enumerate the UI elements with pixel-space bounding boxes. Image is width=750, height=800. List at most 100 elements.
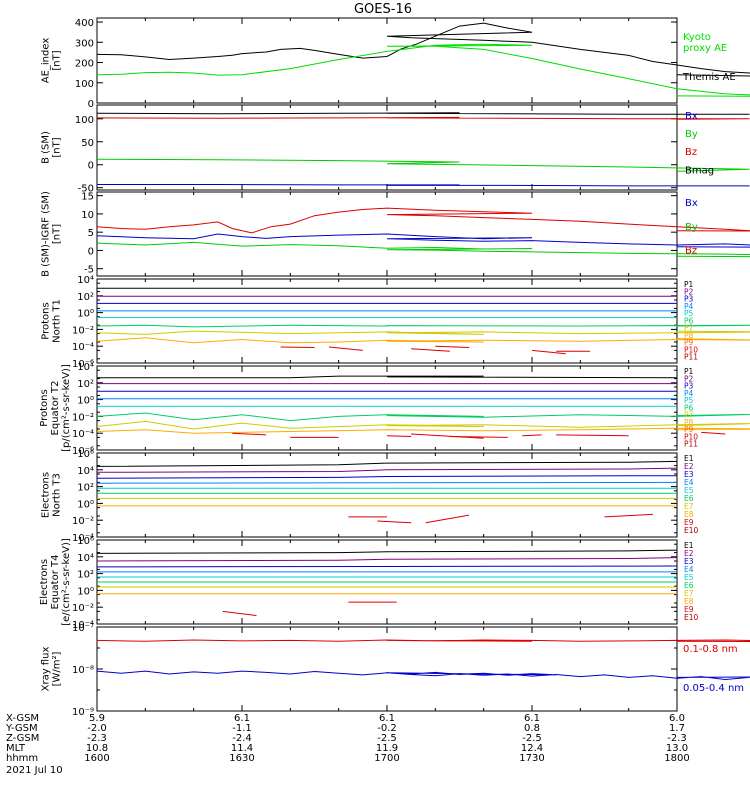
- y-tick-label: 10⁻²: [72, 412, 94, 423]
- y-tick-label: 10⁰: [77, 396, 94, 407]
- y-tick-label: 10⁻⁴: [72, 533, 94, 544]
- y-tick-label: 10⁻⁴: [72, 620, 94, 631]
- legend-label: E2: [684, 462, 694, 471]
- y-tick-label: 0: [88, 161, 94, 172]
- series-bx-line: [96, 233, 750, 248]
- series-p7-line: [96, 330, 750, 335]
- series-e4-line: [96, 481, 678, 484]
- y-tick-label: 10⁰: [77, 499, 94, 510]
- series-p9-segment: [411, 433, 484, 439]
- panel-frame: [96, 365, 678, 451]
- y-tick-label: 10⁻²: [72, 603, 94, 614]
- y-axis-label: Equator T4: [50, 555, 61, 610]
- legend-label: Kyoto: [683, 32, 711, 43]
- legend-label: E1: [684, 454, 694, 463]
- series-e1-line: [96, 460, 678, 467]
- series-bz-line: [96, 116, 750, 120]
- y-axis-label: Equator T2: [50, 381, 61, 436]
- y-tick-label: 10⁴: [77, 362, 94, 373]
- y-tick-label: 10⁻⁸: [72, 665, 94, 676]
- legend-label: Bz: [685, 147, 697, 158]
- y-axis-label: Protons: [39, 389, 50, 426]
- series-p9-segment: [531, 349, 566, 355]
- y-tick-label: 400: [75, 18, 94, 29]
- x-tick-label: 6.0: [669, 713, 685, 724]
- legend-label: E6: [684, 581, 694, 590]
- y-axis-label: [nT]: [52, 224, 63, 244]
- legend-label: By: [685, 129, 698, 140]
- legend-label: P6: [684, 403, 694, 412]
- series-0-05-0-4-nm-line: [96, 670, 750, 681]
- x-row-label: Y-GSM: [5, 723, 38, 734]
- y-tick-label: 10⁶: [77, 536, 94, 547]
- x-row-label: hhmm: [6, 753, 38, 764]
- x-tick-label: 5.9: [89, 713, 105, 724]
- series-bz-line: [96, 207, 750, 234]
- y-axis-label: B (SM): [41, 131, 52, 164]
- legend-label: E2: [684, 549, 694, 558]
- legend-label: E5: [684, 486, 694, 495]
- y-tick-label: 0: [88, 246, 94, 257]
- legend-label: Bz: [685, 246, 697, 257]
- panel-elec4: 10⁻⁴ 10⁻² 10⁰ 10² 10⁴ 10⁶ Electrons Equator T4[…: [39, 536, 699, 631]
- panel-xray: 10⁻⁹ 10⁻⁸ 10⁻⁷ Xray flux [W/m²] 0.1-0.8 nm 0.0…: [41, 623, 750, 718]
- legend-label: E6: [684, 494, 694, 503]
- series-e2-line: [96, 467, 678, 473]
- legend-label: P5: [684, 309, 694, 318]
- legend-label: 0.1-0.8 nm: [683, 644, 738, 655]
- y-axis-label: [e/(cm²-s-sr-keV)]: [61, 538, 72, 626]
- series-p7-line: [96, 420, 750, 430]
- legend-label: By: [685, 222, 698, 233]
- legend-label: P7: [684, 324, 694, 333]
- series-p9-segment: [701, 431, 726, 435]
- series-bmag-line: [96, 112, 750, 115]
- series-p6-line: [96, 324, 750, 328]
- legend-label: P11: [684, 353, 698, 362]
- y-tick-label: 10⁻⁴: [72, 429, 94, 440]
- y-tick-label: 10: [81, 210, 94, 221]
- y-axis-label: North T3: [52, 473, 63, 517]
- y-tick-label: -5: [84, 265, 94, 276]
- x-tick-label: 11.9: [376, 743, 398, 754]
- y-tick-label: 50: [81, 138, 94, 149]
- y-tick-label: 100: [75, 115, 94, 126]
- y-tick-label: 10⁴: [77, 553, 94, 564]
- x-tick-label: 1730: [519, 753, 544, 764]
- y-tick-label: 10⁴: [77, 275, 94, 286]
- y-axis-label: Protons: [41, 302, 52, 339]
- y-tick-label: 10⁻⁶: [72, 446, 94, 457]
- series-themis-ae-line: [96, 22, 750, 77]
- x-tick-label: 12.4: [521, 743, 543, 754]
- x-tick-label: -2.3: [667, 733, 687, 744]
- series-p9-segment: [232, 432, 267, 436]
- panel-frame: [96, 17, 678, 104]
- legend-label: P6: [684, 316, 694, 325]
- x-row-label: X-GSM: [6, 713, 39, 724]
- legend-label: P3: [684, 382, 694, 391]
- y-tick-label: 10²: [77, 292, 94, 303]
- legend-label: P9: [684, 338, 694, 347]
- y-tick-label: 10²: [77, 483, 94, 494]
- x-tick-label: -1.1: [232, 723, 252, 734]
- legend-label: E5: [684, 573, 694, 582]
- series-e3-line: [96, 565, 678, 568]
- y-tick-label: -50: [78, 184, 94, 195]
- legend-label: P11: [684, 440, 698, 449]
- legend-label: E1: [684, 541, 694, 550]
- y-axis-label: [W/m²]: [52, 651, 63, 686]
- series-p8-line: [96, 337, 750, 344]
- series-e3-line: [96, 475, 677, 479]
- series-e9-segment: [425, 514, 470, 524]
- y-axis-label: [nT]: [52, 50, 63, 70]
- legend-label: E8: [684, 597, 694, 606]
- y-tick-label: 10⁶: [77, 449, 94, 460]
- legend-label: E4: [684, 565, 694, 574]
- x-tick-label: 1700: [374, 753, 399, 764]
- y-tick-label: 10²: [77, 379, 94, 390]
- legend-label: E3: [684, 557, 694, 566]
- x-tick-label: 13.0: [666, 743, 688, 754]
- legend-label: P4: [684, 389, 694, 398]
- x-tick-label: 1600: [84, 753, 109, 764]
- legend-label: E10: [684, 613, 699, 622]
- legend-label: P1: [684, 367, 694, 376]
